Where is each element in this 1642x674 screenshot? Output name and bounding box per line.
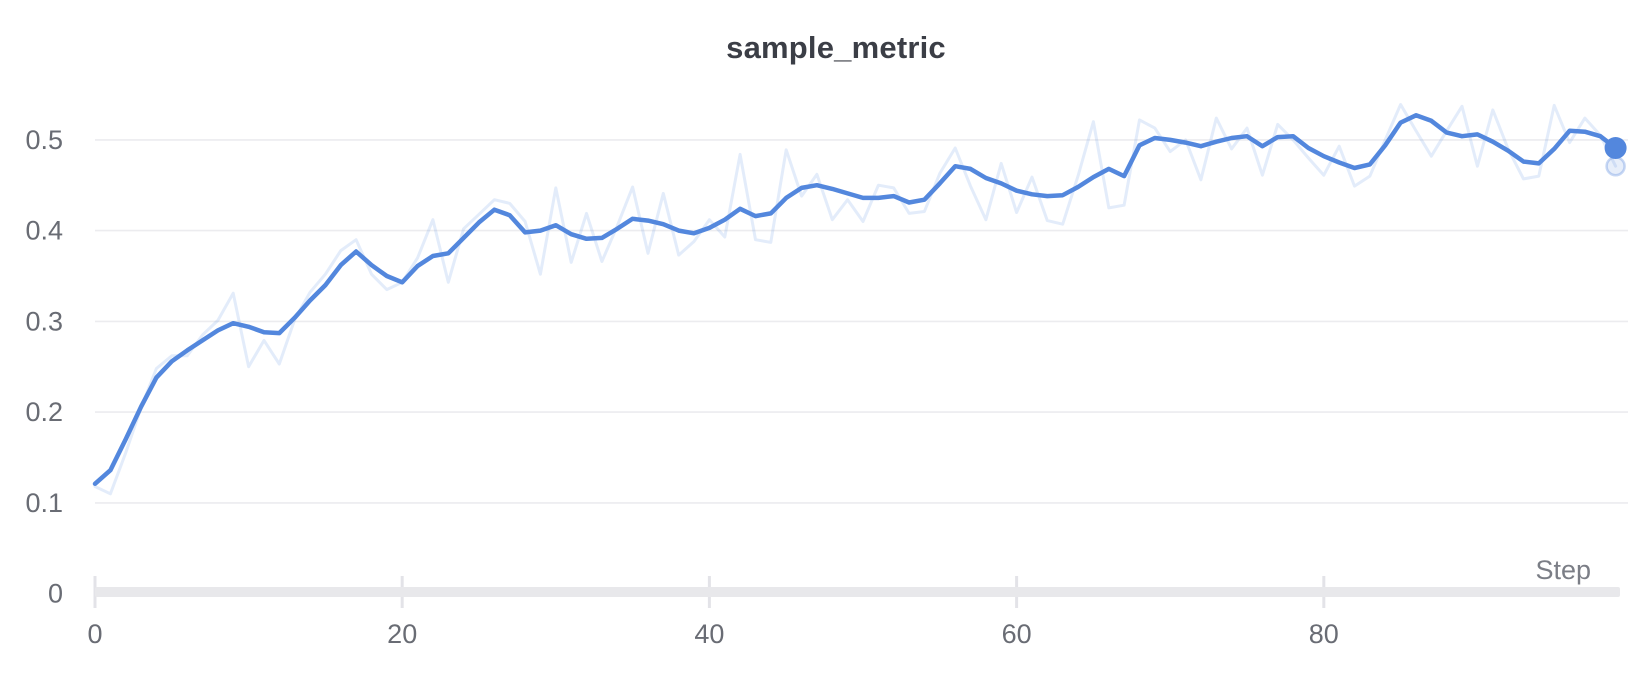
grid-layer xyxy=(95,139,1628,504)
x-tick-label-40: 40 xyxy=(694,619,724,649)
y-tick-label-0.1: 0.1 xyxy=(25,488,63,518)
x-tick-label-80: 80 xyxy=(1309,619,1339,649)
y-tick-label-0.5: 0.5 xyxy=(25,125,63,155)
y-tick-label-0.2: 0.2 xyxy=(25,397,63,427)
tick-labels: 0 0.1 0.2 0.3 0.4 0.5 0 20 40 60 80 xyxy=(25,125,1338,649)
endpoint-dot xyxy=(1604,137,1627,159)
x-tick-label-0: 0 xyxy=(87,619,102,649)
x-tick-label-20: 20 xyxy=(387,619,417,649)
x-axis xyxy=(93,576,1620,608)
y-tick-label-0.4: 0.4 xyxy=(25,216,63,246)
x-tick-label-60: 60 xyxy=(1002,619,1032,649)
raw-line xyxy=(93,103,1618,496)
y-tick-label-0: 0 xyxy=(48,579,63,609)
smoothed-line xyxy=(92,113,1618,487)
y-tick-label-0.3: 0.3 xyxy=(25,306,63,336)
raw-endpoint-dot xyxy=(1605,155,1626,177)
series-layer xyxy=(92,103,1627,496)
x-axis-title: Step xyxy=(1535,555,1591,585)
x-axis-bar xyxy=(95,587,1620,597)
chart-title: sample_metric xyxy=(726,30,946,65)
